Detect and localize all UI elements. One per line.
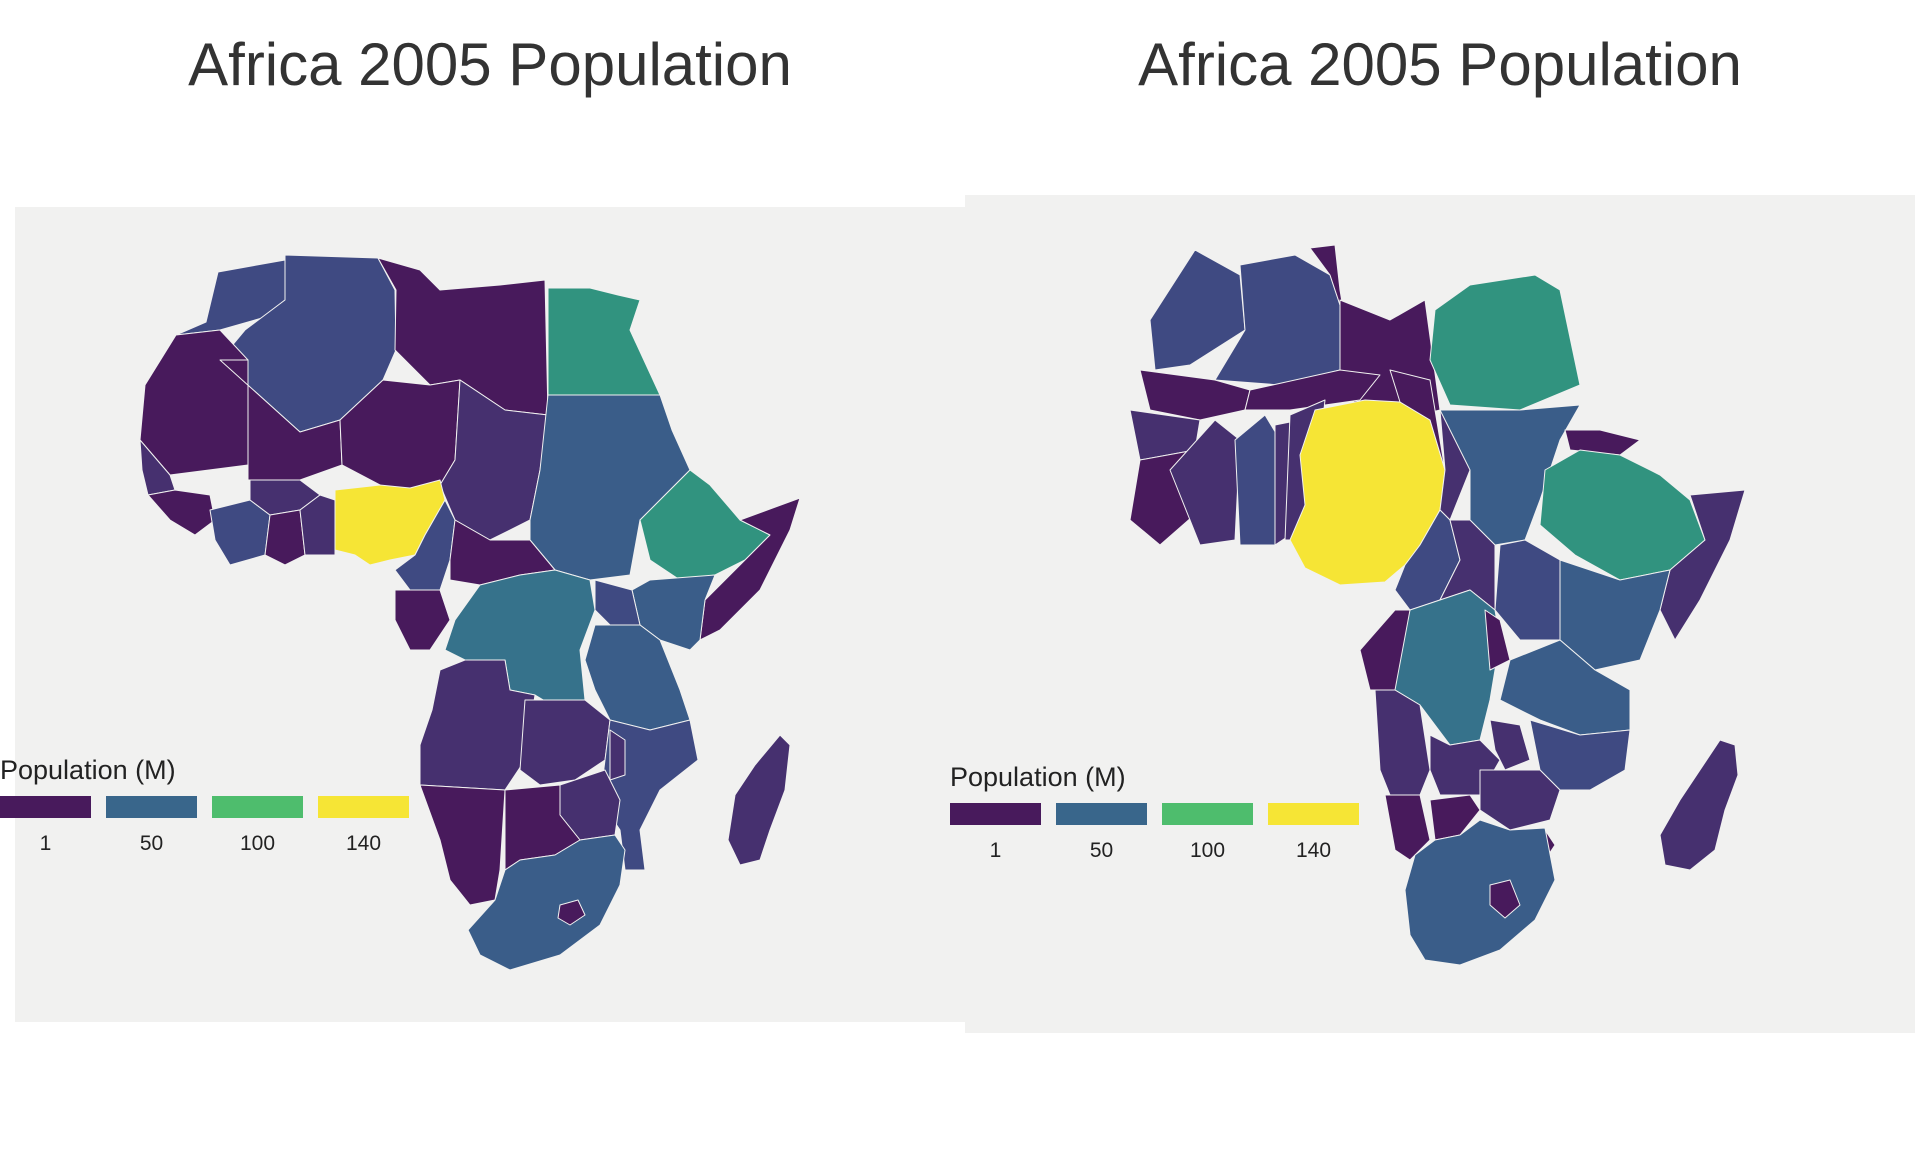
legend-key-50: 50 <box>106 796 197 856</box>
region-chad <box>439 379 549 541</box>
legend-label: 50 <box>1089 839 1114 862</box>
legend-label: 100 <box>239 832 276 855</box>
legend-key-1: 1 <box>950 803 1041 863</box>
region-south-africa <box>1404 819 1556 966</box>
region-morocco <box>1149 249 1246 371</box>
legend-label: 1 <box>39 832 52 855</box>
region-botswana <box>1429 794 1481 841</box>
region-lesotho <box>557 899 586 926</box>
region-malawi <box>609 729 626 781</box>
region-somalia <box>1659 489 1746 641</box>
region-sudan <box>529 394 691 581</box>
legend-label: 100 <box>1189 839 1226 862</box>
map-title-left: Africa 2005 Population <box>188 31 792 98</box>
region-mauritania <box>139 329 249 476</box>
legend-swatch <box>318 796 409 818</box>
region-eritrea <box>1564 429 1641 456</box>
legend-key-100: 100 <box>1162 803 1253 863</box>
region-somalia <box>699 497 801 641</box>
region-madagascar <box>1659 739 1739 871</box>
legend-title: Population (M) <box>950 762 1126 792</box>
region-zimbabwe <box>1479 769 1561 831</box>
region-namibia <box>1384 794 1431 861</box>
legend-swatch <box>950 803 1041 825</box>
legend-swatch <box>1056 803 1147 825</box>
legend-swatch <box>0 796 91 818</box>
legend-label: 140 <box>345 832 382 855</box>
legend-key-1: 1 <box>0 796 91 856</box>
region-mali <box>1244 369 1381 411</box>
legend-left: Population (M) 1 50 100 140 <box>0 755 424 856</box>
region-egypt <box>1429 274 1581 411</box>
map-title-right: Africa 2005 Population <box>1138 31 1742 98</box>
region-zambia <box>519 699 611 786</box>
region-ivory-coast <box>1234 414 1281 546</box>
region-mali <box>219 359 343 481</box>
legend-title: Population (M) <box>0 755 176 785</box>
legend-label: 140 <box>1295 839 1332 862</box>
legend-swatch <box>1162 803 1253 825</box>
legend-swatch <box>212 796 303 818</box>
region-gabon <box>394 589 451 651</box>
region-south-africa <box>467 834 626 971</box>
region-angola <box>1374 689 1431 796</box>
region-niger <box>1389 369 1446 471</box>
legend-key-140: 140 <box>1268 803 1359 863</box>
legend-label: 1 <box>989 839 1002 862</box>
region-namibia <box>419 784 506 906</box>
region-ethiopia <box>1539 449 1706 581</box>
legend-swatch <box>106 796 197 818</box>
region-malawi <box>1489 719 1531 771</box>
legend-key-50: 50 <box>1056 803 1147 863</box>
legend-right: Population (M) 1 50 100 140 <box>950 762 1374 863</box>
region-lesotho <box>1489 879 1521 919</box>
legend-key-140: 140 <box>318 796 409 856</box>
legend-swatch <box>1268 803 1359 825</box>
legend-key-100: 100 <box>212 796 303 856</box>
region-sudan <box>1439 404 1581 546</box>
region-madagascar <box>727 734 791 866</box>
legend-label: 50 <box>139 832 164 855</box>
region-ethiopia <box>639 469 771 581</box>
region-ghana <box>264 509 306 566</box>
region-uganda <box>1494 539 1561 641</box>
